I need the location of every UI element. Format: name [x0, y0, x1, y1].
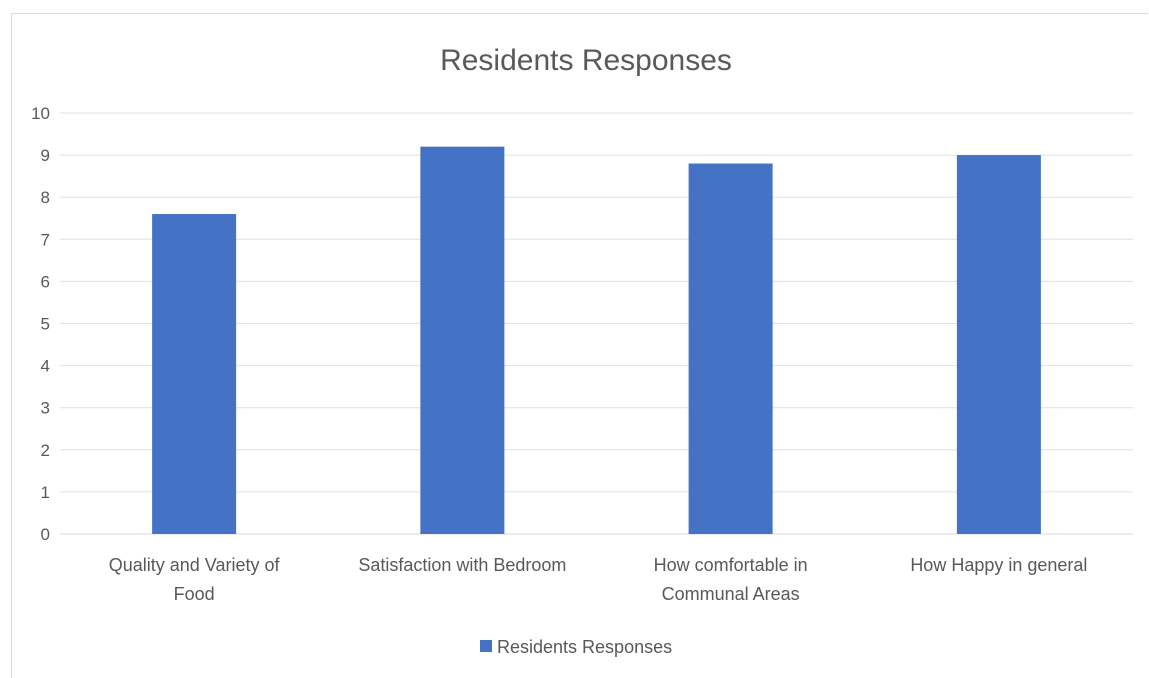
chart-title: Residents Responses [440, 44, 732, 77]
bar-3 [956, 155, 1041, 534]
gridlines [60, 112, 1133, 535]
legend-swatch [480, 640, 492, 652]
y-tick-label: 10 [31, 104, 50, 123]
y-tick-label: 0 [41, 525, 50, 544]
x-category-label: How Happy in general [910, 555, 1087, 575]
y-axis-ticks: 0 1 2 3 4 5 6 7 8 9 10 [31, 104, 50, 544]
y-tick-label: 5 [41, 315, 50, 334]
y-tick-label: 9 [41, 146, 50, 165]
y-tick-label: 1 [41, 483, 50, 502]
y-tick-label: 6 [41, 272, 50, 291]
x-axis-categories: Quality and Variety of Food Satisfaction w… [109, 555, 1088, 604]
y-tick-label: 8 [41, 188, 50, 207]
bar-0 [152, 214, 237, 535]
y-tick-label: 7 [41, 230, 50, 249]
legend: Residents Responses [480, 637, 672, 657]
bars [152, 146, 1041, 535]
x-category-label: Quality and Variety of [109, 555, 281, 575]
y-tick-label: 4 [41, 357, 50, 376]
y-tick-label: 2 [41, 441, 50, 460]
bar-2 [688, 163, 773, 534]
legend-label: Residents Responses [497, 637, 672, 657]
bar-1 [420, 146, 505, 534]
y-tick-label: 3 [41, 399, 50, 418]
x-category-label: Satisfaction with Bedroom [358, 555, 566, 575]
x-category-label: Communal Areas [662, 584, 800, 604]
x-category-label: How comfortable in [654, 555, 808, 575]
x-category-label: Food [174, 584, 215, 604]
